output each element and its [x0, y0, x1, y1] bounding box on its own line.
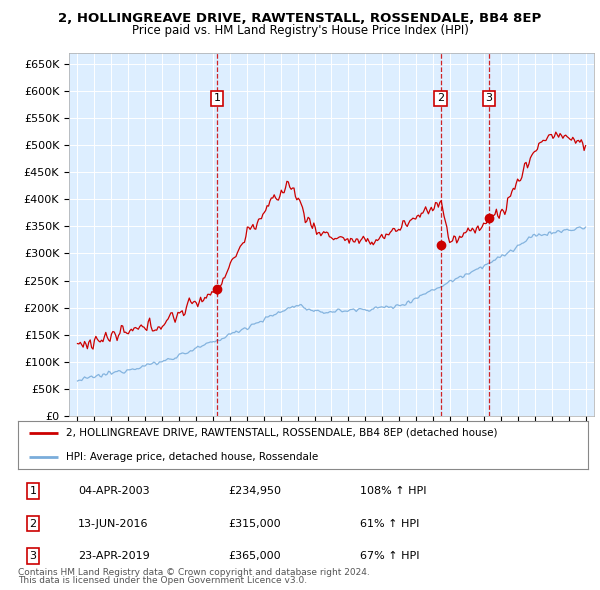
Text: 3: 3 — [29, 551, 37, 561]
Text: 1: 1 — [29, 486, 37, 496]
Text: 2: 2 — [437, 93, 444, 103]
Text: 2, HOLLINGREAVE DRIVE, RAWTENSTALL, ROSSENDALE, BB4 8EP (detached house): 2, HOLLINGREAVE DRIVE, RAWTENSTALL, ROSS… — [67, 428, 498, 438]
Text: Price paid vs. HM Land Registry's House Price Index (HPI): Price paid vs. HM Land Registry's House … — [131, 24, 469, 37]
Text: 23-APR-2019: 23-APR-2019 — [78, 551, 150, 561]
Text: 13-JUN-2016: 13-JUN-2016 — [78, 519, 149, 529]
Text: 2, HOLLINGREAVE DRIVE, RAWTENSTALL, ROSSENDALE, BB4 8EP: 2, HOLLINGREAVE DRIVE, RAWTENSTALL, ROSS… — [58, 12, 542, 25]
Text: 108% ↑ HPI: 108% ↑ HPI — [360, 486, 427, 496]
Text: 61% ↑ HPI: 61% ↑ HPI — [360, 519, 419, 529]
Text: 3: 3 — [485, 93, 493, 103]
Text: 1: 1 — [214, 93, 221, 103]
Text: £365,000: £365,000 — [228, 551, 281, 561]
Text: £234,950: £234,950 — [228, 486, 281, 496]
Text: 67% ↑ HPI: 67% ↑ HPI — [360, 551, 419, 561]
Text: 2: 2 — [29, 519, 37, 529]
Text: HPI: Average price, detached house, Rossendale: HPI: Average price, detached house, Ross… — [67, 452, 319, 462]
Text: 04-APR-2003: 04-APR-2003 — [78, 486, 149, 496]
Text: Contains HM Land Registry data © Crown copyright and database right 2024.: Contains HM Land Registry data © Crown c… — [18, 568, 370, 577]
Text: This data is licensed under the Open Government Licence v3.0.: This data is licensed under the Open Gov… — [18, 576, 307, 585]
Text: £315,000: £315,000 — [228, 519, 281, 529]
